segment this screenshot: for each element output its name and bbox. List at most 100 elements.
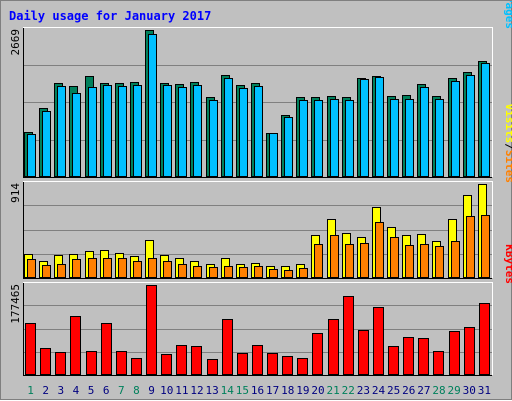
- legend-top: Hits/Files/Pages: [503, 1, 512, 29]
- bar-sites-day-12: [193, 266, 202, 278]
- bar-files-day-24: [375, 77, 384, 177]
- bar-sites-day-21: [330, 235, 339, 278]
- x-tick-label-day-8: 8: [133, 384, 140, 397]
- bar-sites-day-28: [435, 246, 444, 278]
- bar-files-day-4: [72, 93, 81, 177]
- bar-files-day-27: [420, 87, 429, 177]
- chart-title: Daily usage for January 2017: [9, 9, 211, 23]
- bar-kbytes-day-29: [449, 331, 460, 375]
- bar-files-day-13: [209, 100, 218, 177]
- bar-files-day-18: [284, 117, 293, 177]
- x-tick-label-day-9: 9: [148, 384, 155, 397]
- legend-middle: Visits/Sites: [503, 104, 512, 184]
- bar-files-day-16: [254, 86, 263, 177]
- bar-kbytes-day-12: [191, 346, 202, 375]
- x-tick-label-day-14: 14: [221, 384, 235, 397]
- bar-sites-day-1: [27, 259, 36, 278]
- bar-kbytes-day-22: [343, 296, 354, 375]
- bar-kbytes-day-4: [70, 316, 81, 375]
- bar-files-day-1: [27, 134, 36, 177]
- bar-files-day-15: [239, 88, 248, 177]
- bar-files-day-23: [360, 79, 369, 177]
- bar-sites-day-19: [299, 268, 308, 278]
- x-tick-label-day-7: 7: [118, 384, 125, 397]
- bar-kbytes-day-15: [237, 353, 248, 375]
- bar-kbytes-day-30: [464, 327, 475, 375]
- bar-files-day-20: [314, 100, 323, 177]
- x-tick-label-day-3: 3: [58, 384, 65, 397]
- bar-kbytes-day-27: [418, 338, 429, 375]
- bar-sites-day-17: [269, 269, 278, 278]
- y-axis-max-label: 177465: [9, 284, 22, 324]
- bar-files-day-7: [118, 86, 127, 177]
- bar-kbytes-day-28: [433, 351, 444, 375]
- bar-kbytes-day-26: [403, 337, 414, 375]
- bar-kbytes-day-11: [176, 345, 187, 375]
- x-tick-label-day-13: 13: [205, 384, 218, 397]
- bar-sites-day-2: [42, 265, 51, 278]
- bar-files-day-25: [390, 99, 399, 177]
- x-tick-label-day-17: 17: [266, 384, 279, 397]
- bar-sites-day-29: [451, 241, 460, 278]
- bar-sites-day-22: [345, 244, 354, 278]
- bar-sites-day-5: [88, 258, 97, 278]
- x-tick-label-day-10: 10: [160, 384, 173, 397]
- x-tick-label-day-1: 1: [27, 384, 34, 397]
- bar-sites-day-18: [284, 270, 293, 278]
- bar-files-day-11: [178, 87, 187, 177]
- bar-kbytes-day-13: [207, 359, 218, 375]
- bar-files-day-2: [42, 111, 51, 177]
- x-tick-label-day-28: 28: [432, 384, 445, 397]
- x-tick-label-day-20: 20: [311, 384, 324, 397]
- legend-entry: Pages: [503, 1, 512, 29]
- bar-kbytes-day-6: [101, 323, 112, 375]
- bar-sites-day-13: [209, 267, 218, 278]
- bar-sites-day-26: [405, 245, 414, 278]
- bar-files-day-14: [224, 78, 233, 177]
- bar-kbytes-day-23: [358, 330, 369, 375]
- bar-files-day-9: [148, 34, 157, 177]
- y-axis-max-label: 914: [9, 183, 22, 203]
- x-tick-label-day-21: 21: [327, 384, 340, 397]
- bar-kbytes-day-14: [222, 319, 233, 375]
- bar-files-day-12: [193, 85, 202, 177]
- bar-kbytes-day-8: [131, 358, 142, 375]
- x-tick-label-day-23: 23: [357, 384, 370, 397]
- bar-sites-day-31: [481, 215, 490, 278]
- x-tick-label-day-15: 15: [236, 384, 249, 397]
- bar-sites-day-10: [163, 261, 172, 278]
- bar-kbytes-day-9: [146, 285, 157, 375]
- x-axis-tick-labels: 1 2 3 4 5 6 7 8 9 10 11 12 13 14 15 16 17 18 19 20 21 22 23 24 2…: [27, 384, 491, 397]
- bar-sites-day-30: [466, 216, 475, 278]
- bar-files-day-26: [405, 99, 414, 177]
- x-tick-label-day-22: 22: [342, 384, 355, 397]
- bar-sites-day-23: [360, 243, 369, 278]
- panel-top: 2669 Hits/Files/Pages: [9, 1, 512, 178]
- x-tick-label-day-2: 2: [42, 384, 49, 397]
- x-tick-label-day-6: 6: [103, 384, 110, 397]
- bar-sites-day-14: [224, 266, 233, 278]
- bar-files-day-10: [163, 85, 172, 177]
- bar-kbytes-day-16: [252, 345, 263, 375]
- bar-sites-day-6: [103, 258, 112, 278]
- bar-files-day-5: [88, 87, 97, 177]
- bar-files-day-28: [435, 99, 444, 177]
- bar-files-day-21: [330, 99, 339, 177]
- bar-files-day-31: [481, 63, 490, 177]
- bar-kbytes-day-17: [267, 353, 278, 375]
- legend-entry: Visits: [503, 104, 512, 144]
- bar-files-day-6: [103, 85, 112, 177]
- x-tick-label-day-30: 30: [463, 384, 476, 397]
- bar-kbytes-day-1: [25, 323, 36, 375]
- x-tick-label-day-24: 24: [372, 384, 386, 397]
- bar-kbytes-day-18: [282, 356, 293, 375]
- bar-kbytes-day-2: [40, 348, 51, 375]
- legend-bottom: KBytes: [503, 244, 512, 284]
- bar-sites-day-8: [133, 261, 142, 278]
- bar-kbytes-day-7: [116, 351, 127, 375]
- bar-sites-day-24: [375, 222, 384, 278]
- bar-sites-day-9: [148, 258, 157, 278]
- bar-kbytes-day-24: [373, 307, 384, 375]
- legend-entry: /: [503, 143, 512, 150]
